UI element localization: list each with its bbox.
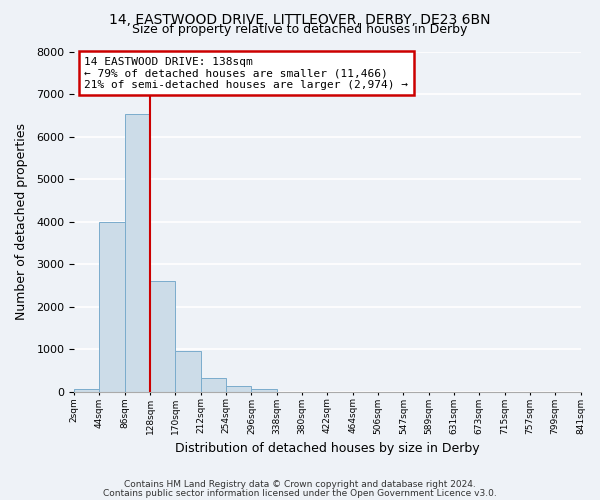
Bar [226,386,251,392]
Text: 14, EASTWOOD DRIVE, LITTLEOVER, DERBY, DE23 6BN: 14, EASTWOOD DRIVE, LITTLEOVER, DERBY, D… [109,12,491,26]
Y-axis label: Number of detached properties: Number of detached properties [15,123,28,320]
Bar [100,222,125,392]
Bar [74,389,100,392]
Bar [201,378,226,392]
Text: Contains HM Land Registry data © Crown copyright and database right 2024.: Contains HM Land Registry data © Crown c… [124,480,476,489]
Bar [175,351,201,392]
Text: Size of property relative to detached houses in Derby: Size of property relative to detached ho… [133,22,467,36]
X-axis label: Distribution of detached houses by size in Derby: Distribution of detached houses by size … [175,442,479,455]
Bar [125,114,150,392]
Text: 14 EASTWOOD DRIVE: 138sqm
← 79% of detached houses are smaller (11,466)
21% of s: 14 EASTWOOD DRIVE: 138sqm ← 79% of detac… [85,56,409,90]
Bar [150,281,175,392]
Bar [251,389,277,392]
Text: Contains public sector information licensed under the Open Government Licence v3: Contains public sector information licen… [103,488,497,498]
